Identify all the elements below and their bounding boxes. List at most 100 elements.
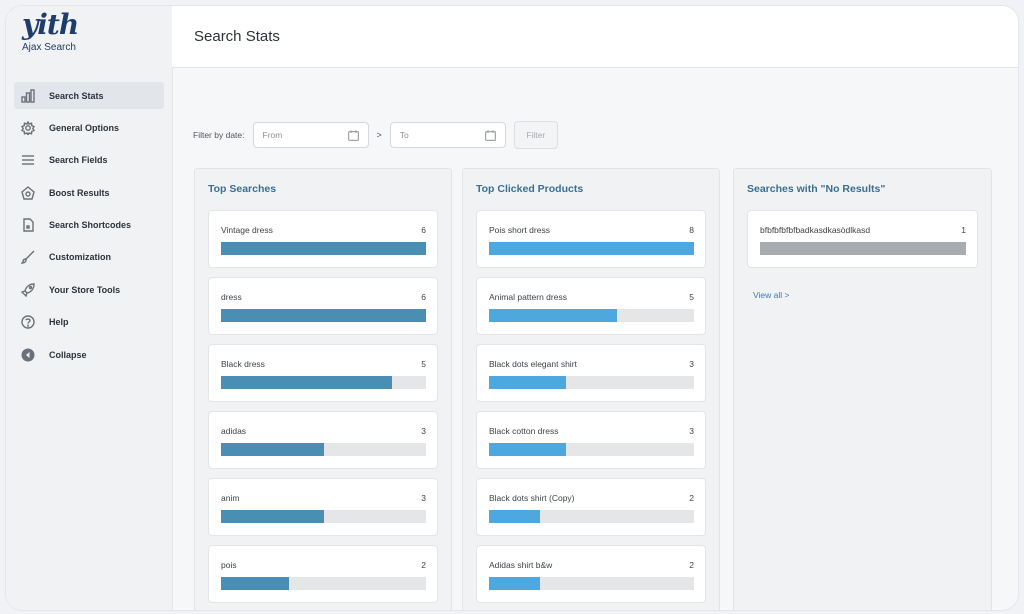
stat-item-count: 6	[421, 292, 426, 302]
stat-item: Vintage dress 6	[208, 210, 438, 268]
stat-item-name: Vintage dress	[221, 225, 273, 235]
stat-list: Pois short dress 8 Animal pattern dress 5 Bl…	[476, 210, 706, 610]
sidebar-item-label: Boost Results	[49, 187, 110, 198]
sidebar: yith Ajax Search Search Stats General Op…	[6, 6, 173, 610]
stat-item: anim 3	[208, 478, 438, 536]
stat-item: bfbfbfbfbfbadkasdkasòdlkasd 1	[747, 210, 978, 268]
stat-item-count: 3	[689, 359, 694, 369]
sidebar-item-label: General Options	[49, 122, 120, 133]
stat-item: pois 2	[208, 545, 438, 603]
stat-item-name: pois	[221, 560, 237, 570]
stat-item-count: 5	[689, 292, 694, 302]
calendar-icon	[347, 129, 359, 141]
to-date-input[interactable]: To	[389, 122, 506, 148]
stat-item-count: 3	[421, 426, 426, 436]
sidebar-item-label: Search Fields	[49, 155, 108, 166]
stat-bar-track	[221, 577, 426, 590]
stat-item-count: 8	[689, 225, 694, 235]
stat-bar-track	[221, 510, 426, 523]
page-title: Search Stats	[194, 28, 280, 45]
sidebar-item-search-stats[interactable]: Search Stats	[14, 82, 164, 109]
rocket-icon	[20, 282, 36, 298]
stat-item-name: dress	[221, 292, 242, 302]
stat-bar-fill	[489, 309, 618, 322]
stat-bar-track	[221, 443, 426, 456]
main-content: Search Stats Filter by date: From > To F…	[172, 6, 1018, 610]
stat-list: Vintage dress 6 dress 6 Black dress 5 adidas 3 a…	[208, 210, 438, 610]
sidebar-item-label: Search Stats	[49, 90, 104, 101]
stat-item-count: 5	[421, 359, 426, 369]
top-clicked-panel: Top Clicked Products Pois short dress 8 An…	[462, 168, 720, 610]
stat-item: Black dots elegant shirt 3	[476, 344, 706, 402]
top-searches-panel: Top Searches Vintage dress 6 dress 6 Black d…	[194, 168, 452, 610]
from-date-input[interactable]: From	[252, 122, 369, 148]
stat-item-name: Black dress	[221, 359, 265, 369]
filter-button[interactable]: Filter	[513, 121, 558, 149]
stat-item-count: 2	[689, 493, 694, 503]
stat-item-name: Black dots elegant shirt	[489, 359, 577, 369]
stat-item-name: anim	[221, 493, 240, 503]
panel-title: Top Clicked Products	[476, 183, 584, 195]
stat-bar-fill	[221, 510, 324, 523]
app-window: yith Ajax Search Search Stats General Op…	[6, 6, 1018, 610]
stat-item-count: 2	[689, 560, 694, 570]
sidebar-item-label: Collapse	[49, 349, 87, 360]
stat-bar-track	[489, 242, 694, 255]
stat-bar-track	[489, 577, 694, 590]
sidebar-item-collapse[interactable]: Collapse	[14, 341, 164, 368]
stat-bar-track	[489, 309, 694, 322]
date-separator: >	[376, 130, 382, 140]
stat-bar-track	[221, 242, 426, 255]
sidebar-item-store-tools[interactable]: Your Store Tools	[14, 276, 164, 303]
stat-item-name: Pois short dress	[489, 225, 550, 235]
stat-item: Adidas shirt b&w 2	[476, 545, 706, 603]
stat-item: Black dress 5	[208, 344, 438, 402]
panel-title: Top Searches	[208, 183, 277, 195]
stat-item: Pois short dress 8	[476, 210, 706, 268]
stat-item: adidas 3	[208, 411, 438, 469]
stat-item: Black dots shirt (Copy) 2	[476, 478, 706, 536]
sidebar-item-boost-results[interactable]: Boost Results	[14, 179, 164, 206]
page-header: Search Stats	[172, 6, 1018, 68]
view-all-link[interactable]: View all >	[753, 290, 790, 300]
plugin-name: Ajax Search	[22, 42, 76, 53]
stat-item-count: 3	[421, 493, 426, 503]
stat-item: Black cotton dress 3	[476, 411, 706, 469]
stat-item-count: 2	[421, 560, 426, 570]
filter-label: Filter by date:	[193, 130, 245, 140]
stat-bar-track	[489, 510, 694, 523]
help-icon	[20, 314, 36, 330]
no-results-panel: Searches with "No Results" bfbfbfbfbfbad…	[733, 168, 992, 610]
stat-bar-fill	[760, 242, 966, 255]
stat-bar-fill	[221, 309, 426, 322]
stat-bar-track	[760, 242, 966, 255]
stat-item-count: 6	[421, 225, 426, 235]
sidebar-item-general-options[interactable]: General Options	[14, 114, 164, 141]
stat-item: Animal pattern dress 5	[476, 277, 706, 335]
stat-bar-track	[221, 376, 426, 389]
fields-icon	[20, 152, 36, 168]
stat-item-name: bfbfbfbfbfbadkasdkasòdlkasd	[760, 225, 871, 235]
stat-bar-fill	[221, 577, 290, 590]
stat-item-name: Animal pattern dress	[489, 292, 567, 302]
stat-bar-fill	[489, 577, 541, 590]
from-date-placeholder: From	[262, 130, 283, 140]
brush-icon	[20, 249, 36, 265]
sidebar-item-label: Customization	[49, 252, 111, 263]
sidebar-item-search-fields[interactable]: Search Fields	[14, 147, 164, 174]
shortcode-icon	[20, 217, 36, 233]
stat-item-count: 1	[961, 225, 966, 235]
collapse-icon	[20, 347, 36, 363]
sidebar-nav: Search Stats General Options Search Fiel…	[14, 82, 164, 374]
gear-icon	[20, 120, 36, 136]
stat-bar-track	[489, 443, 694, 456]
sidebar-item-help[interactable]: Help	[14, 309, 164, 336]
sidebar-item-label: Help	[49, 317, 69, 328]
logo: yith	[22, 8, 79, 41]
stat-bar-track	[221, 309, 426, 322]
stat-item-count: 3	[689, 426, 694, 436]
sidebar-item-search-shortcodes[interactable]: Search Shortcodes	[14, 212, 164, 239]
sidebar-item-label: Your Store Tools	[49, 284, 121, 295]
sidebar-item-customization[interactable]: Customization	[14, 244, 164, 271]
stat-item-name: Black cotton dress	[489, 426, 559, 436]
